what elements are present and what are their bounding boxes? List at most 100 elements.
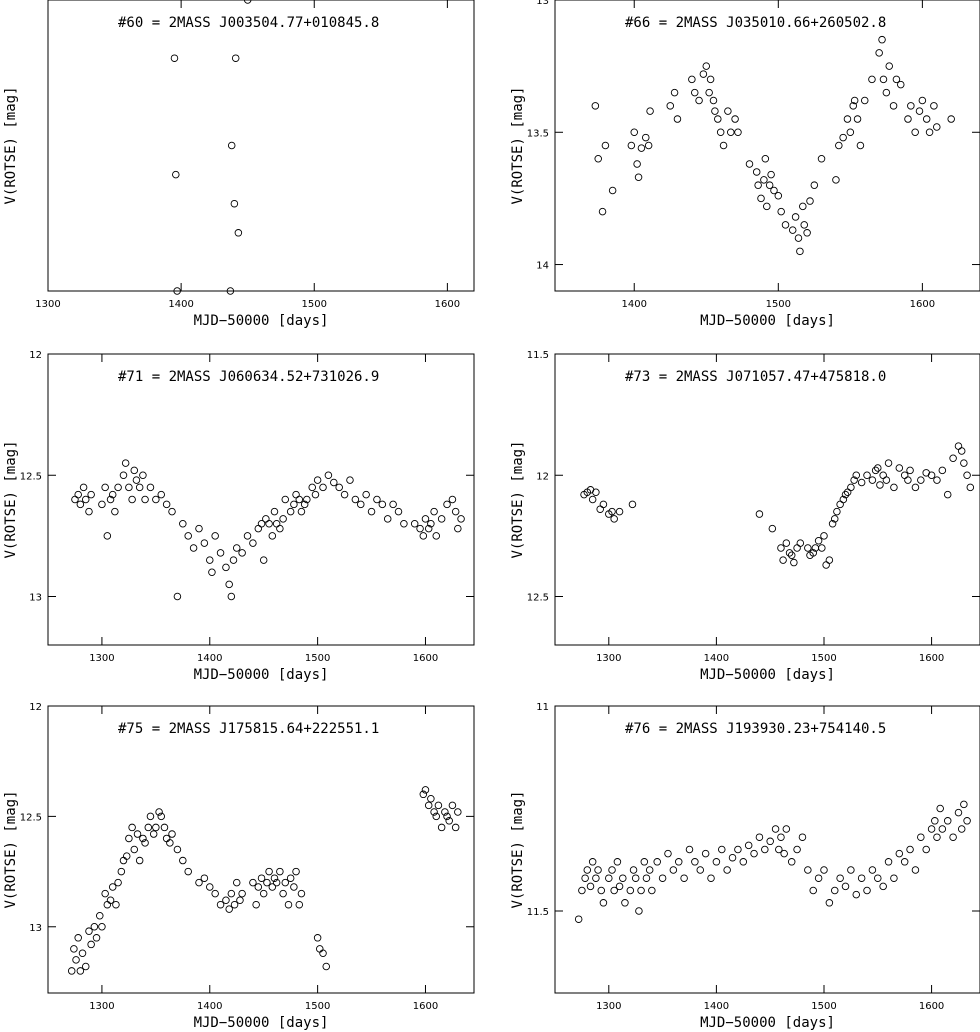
- data-point: [421, 786, 430, 794]
- data-point: [238, 889, 246, 898]
- data-point: [731, 115, 739, 123]
- data-point: [949, 454, 957, 463]
- data-point: [705, 88, 713, 97]
- y-tick-label: 12: [29, 702, 42, 713]
- x-tick-label: 1300: [596, 1001, 621, 1012]
- x-axis-title: MJD−50000 [days]: [194, 313, 329, 329]
- data-point: [814, 536, 823, 545]
- data-point: [884, 459, 893, 467]
- x-tick-label: 1300: [89, 653, 114, 664]
- x-tick-label: 1600: [435, 299, 460, 310]
- y-axis-title: V(ROTSE) [mag]: [510, 440, 526, 558]
- data-point: [146, 812, 155, 821]
- data-point: [373, 495, 381, 504]
- data-point: [767, 170, 775, 179]
- data-point: [889, 102, 898, 110]
- data-point: [963, 471, 971, 480]
- data-point: [168, 507, 176, 516]
- x-tick-label: 1600: [919, 653, 944, 664]
- data-point: [685, 845, 694, 854]
- data-points: [591, 35, 955, 256]
- x-tick-label: 1300: [596, 653, 621, 664]
- data-point: [125, 483, 133, 492]
- data-point: [76, 967, 85, 975]
- data-point: [335, 483, 343, 492]
- data-points: [574, 800, 971, 923]
- data-point: [957, 447, 966, 455]
- data-point: [766, 837, 774, 846]
- data-point: [226, 287, 235, 295]
- y-tick-label: 13.5: [527, 128, 549, 139]
- data-point: [146, 483, 155, 492]
- data-point: [362, 490, 370, 499]
- data-point: [430, 507, 438, 516]
- data-point: [790, 558, 798, 567]
- data-point: [719, 141, 728, 150]
- data-point: [166, 839, 174, 847]
- y-tick-label: 11: [536, 702, 549, 713]
- data-point: [925, 128, 934, 137]
- data-point: [856, 141, 865, 150]
- plot-frame: [554, 0, 980, 292]
- data-point: [588, 858, 597, 866]
- data-point: [610, 515, 618, 523]
- data-point: [70, 945, 78, 953]
- data-point: [775, 845, 783, 854]
- data-point: [782, 825, 791, 833]
- data-point: [157, 490, 165, 499]
- data-point: [103, 900, 112, 909]
- data-point: [257, 520, 266, 528]
- data-point: [787, 551, 796, 560]
- data-point: [419, 532, 428, 540]
- data-point: [648, 886, 656, 895]
- data-point: [225, 905, 233, 913]
- data-point: [249, 539, 257, 547]
- x-tick-label: 1400: [704, 653, 729, 664]
- data-point: [200, 874, 209, 882]
- data-point: [297, 507, 306, 516]
- data-point: [806, 197, 814, 205]
- data-point: [635, 907, 643, 915]
- data-point: [125, 834, 133, 843]
- data-point: [324, 471, 333, 480]
- data-point: [594, 154, 602, 163]
- data-point: [779, 556, 787, 564]
- data-point: [791, 213, 800, 221]
- data-point: [947, 115, 955, 123]
- data-point: [330, 478, 338, 487]
- plot-frame: [47, 705, 475, 994]
- data-point: [841, 490, 850, 499]
- data-point: [443, 500, 451, 509]
- x-tick-label: 1400: [168, 299, 193, 310]
- data-point: [927, 471, 936, 480]
- data-point: [78, 949, 87, 958]
- data-point: [200, 539, 209, 547]
- data-point: [184, 532, 192, 540]
- data-point: [152, 495, 160, 504]
- x-tick-label: 1400: [197, 1001, 222, 1012]
- data-point: [111, 507, 119, 516]
- data-point: [619, 874, 627, 882]
- data-point: [400, 520, 408, 528]
- data-point: [839, 133, 847, 142]
- data-point: [172, 170, 180, 179]
- data-point: [216, 549, 225, 557]
- data-points: [580, 442, 975, 569]
- data-point: [707, 874, 715, 882]
- data-point: [101, 483, 109, 492]
- data-point: [599, 500, 608, 509]
- data-point: [87, 940, 95, 949]
- data-point: [591, 102, 600, 110]
- data-point: [670, 88, 679, 97]
- data-point: [739, 858, 748, 866]
- data-point: [448, 801, 457, 810]
- data-point: [702, 62, 711, 70]
- panel-title: #75 = 2MASS J175815.64+222551.1: [118, 721, 379, 737]
- data-point: [128, 495, 136, 504]
- data-point: [419, 790, 428, 799]
- data-point: [133, 830, 142, 838]
- data-point: [451, 507, 460, 516]
- data-point: [243, 0, 252, 4]
- data-point: [160, 823, 169, 832]
- data-point: [272, 520, 281, 528]
